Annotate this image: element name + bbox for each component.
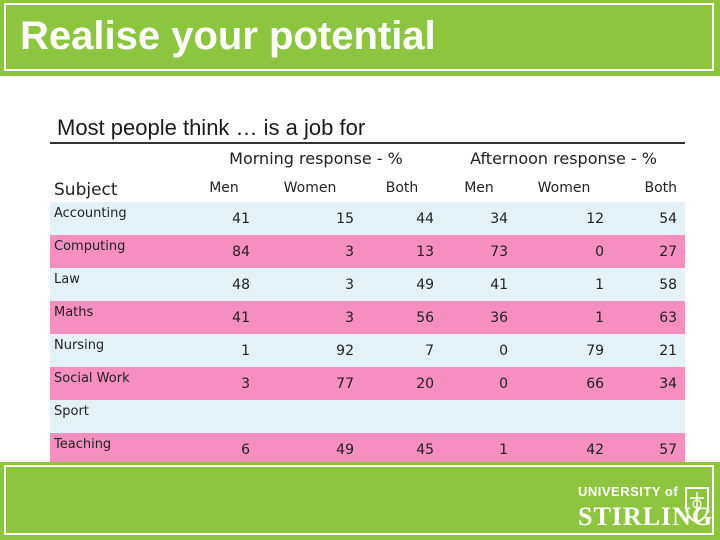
table-row: Maths 41 3 56 36 1 63 — [50, 301, 686, 334]
subject-cell: Social Work — [50, 367, 190, 400]
logo-text-top: UNIVERSITY of — [578, 484, 679, 499]
value-cell: 41 — [190, 301, 258, 334]
value-cell: 36 — [442, 301, 517, 334]
subject-cell: Teaching — [50, 433, 190, 466]
university-logo: UNIVERSITY of STIRLING — [574, 482, 714, 534]
value-cell: 41 — [190, 202, 258, 235]
value-cell: 3 — [190, 367, 258, 400]
value-cell — [258, 400, 362, 433]
value-cell: 34 — [612, 367, 686, 400]
column-header: Women — [537, 179, 591, 196]
column-header: Both — [644, 179, 678, 196]
value-cell: 48 — [190, 268, 258, 301]
subject-cell: Sport — [50, 400, 190, 433]
group-header-row: Subject Morning response - % Afternoon r… — [50, 144, 685, 200]
table-row: Social Work 3 77 20 0 66 34 — [50, 367, 686, 400]
value-cell: 7 — [362, 334, 443, 367]
subject-header: Subject — [54, 180, 118, 200]
afternoon-group-header: Afternoon response - % — [470, 149, 657, 168]
table-row: Nursing 1 92 7 0 79 21 — [50, 334, 686, 367]
value-cell: 66 — [516, 367, 613, 400]
title-frame — [4, 3, 714, 71]
footer-frame — [4, 465, 714, 535]
column-header: Men — [209, 179, 239, 196]
subject-cell: Accounting — [50, 202, 190, 235]
morning-group-header: Morning response - % — [229, 149, 403, 168]
value-cell: 1 — [442, 433, 517, 466]
value-cell: 49 — [258, 433, 362, 466]
value-cell: 34 — [442, 202, 517, 235]
value-cell: 1 — [190, 334, 258, 367]
table-row: Law 48 3 49 41 1 58 — [50, 268, 686, 301]
value-cell: 0 — [442, 367, 517, 400]
subject-cell: Nursing — [50, 334, 190, 367]
value-cell — [442, 400, 517, 433]
response-table: Subject Morning response - % Afternoon r… — [50, 144, 686, 466]
table-row: Teaching 6 49 45 1 42 57 — [50, 433, 686, 466]
value-cell: 77 — [258, 367, 362, 400]
value-cell: 3 — [258, 301, 362, 334]
value-cell: 20 — [362, 367, 443, 400]
value-cell: 56 — [362, 301, 443, 334]
value-cell: 15 — [258, 202, 362, 235]
value-cell: 45 — [362, 433, 443, 466]
column-header: Men — [464, 179, 494, 196]
value-cell: 1 — [516, 301, 613, 334]
value-cell: 21 — [612, 334, 686, 367]
slide-subtitle: Most people think … is a job for — [57, 115, 366, 140]
value-cell: 27 — [612, 235, 686, 268]
value-cell: 58 — [612, 268, 686, 301]
value-cell: 44 — [362, 202, 443, 235]
value-cell: 84 — [190, 235, 258, 268]
value-cell: 0 — [442, 334, 517, 367]
column-header: Both — [385, 179, 419, 196]
title-bar: Realise your potential — [0, 0, 720, 76]
value-cell: 73 — [442, 235, 517, 268]
subject-cell: Law — [50, 268, 190, 301]
slide-title: Realise your potential — [20, 14, 436, 58]
value-cell — [190, 400, 258, 433]
column-header-row: Men Women Both Men Women Both — [50, 173, 685, 202]
value-cell: 54 — [612, 202, 686, 235]
subject-cell: Computing — [50, 235, 190, 268]
subject-cell: Maths — [50, 301, 190, 334]
value-cell: 13 — [362, 235, 443, 268]
value-cell — [516, 400, 613, 433]
value-cell: 6 — [190, 433, 258, 466]
value-cell — [612, 400, 686, 433]
table-top-rule — [50, 142, 685, 144]
value-cell: 79 — [516, 334, 613, 367]
value-cell: 42 — [516, 433, 613, 466]
table-row: Computing 84 3 13 73 0 27 — [50, 235, 686, 268]
value-cell: 12 — [516, 202, 613, 235]
value-cell: 3 — [258, 268, 362, 301]
column-header: Women — [283, 179, 337, 196]
value-cell — [362, 400, 443, 433]
value-cell: 63 — [612, 301, 686, 334]
table-row: Sport — [50, 400, 686, 433]
value-cell: 3 — [258, 235, 362, 268]
value-cell: 41 — [442, 268, 517, 301]
footer-bar: UNIVERSITY of STIRLING — [0, 462, 720, 540]
value-cell: 1 — [516, 268, 613, 301]
value-cell: 49 — [362, 268, 443, 301]
value-cell: 0 — [516, 235, 613, 268]
crest-icon — [685, 487, 709, 524]
value-cell: 57 — [612, 433, 686, 466]
table-row: Accounting 41 15 44 34 12 54 — [50, 202, 686, 235]
value-cell: 92 — [258, 334, 362, 367]
